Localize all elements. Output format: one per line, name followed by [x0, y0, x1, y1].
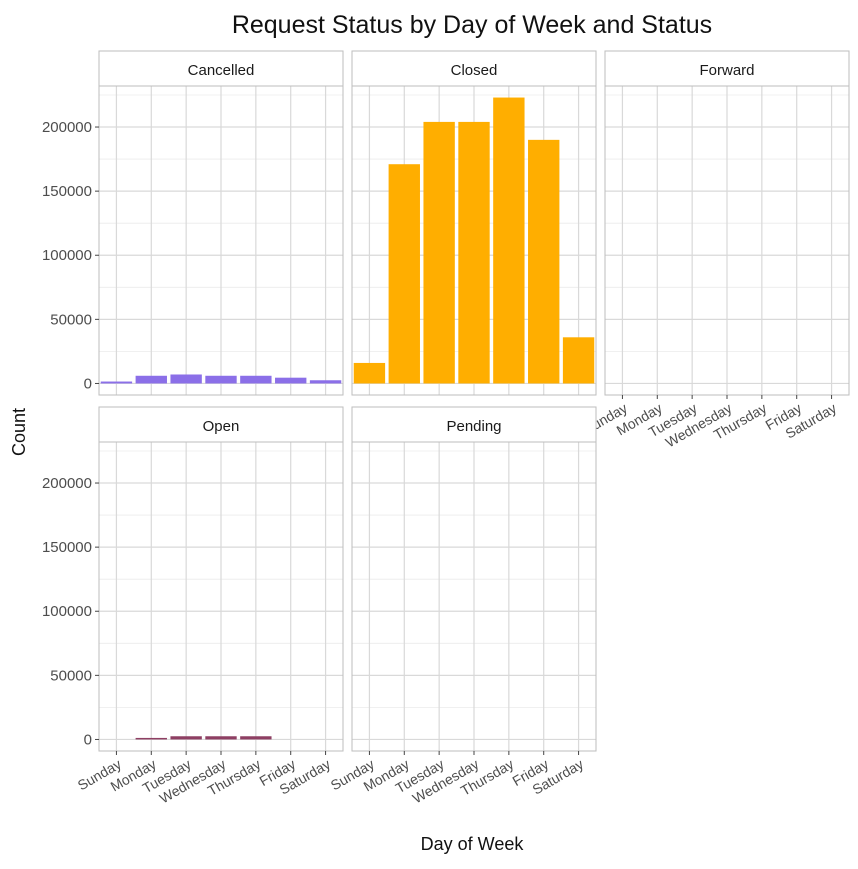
bar-closed-monday: [388, 164, 420, 384]
y-tick-label: 200000: [42, 119, 92, 136]
bar-cancelled-saturday: [309, 380, 342, 384]
chart-title: Request Status by Day of Week and Status: [232, 11, 712, 39]
bar-closed-sunday: [353, 362, 386, 384]
bar-open-monday: [135, 737, 167, 740]
bar-cancelled-tuesday: [170, 374, 202, 384]
bar-cancelled-sunday: [100, 381, 133, 384]
y-tick-label: 100000: [42, 247, 92, 264]
facet-strip: [98, 406, 344, 443]
y-axis-label: Count: [9, 408, 29, 456]
facet-strip: [604, 50, 850, 87]
panel-border: [98, 85, 344, 396]
bar-cancelled-thursday: [240, 375, 272, 384]
bar-cancelled-friday: [275, 377, 307, 384]
facet-strip-label: Forward: [699, 62, 754, 79]
bar-open-wednesday: [205, 736, 237, 740]
y-tick-label: 50000: [50, 667, 92, 684]
x-axis-label: Day of Week: [421, 834, 525, 854]
bar-closed-thursday: [493, 97, 525, 384]
y-tick-label: 0: [84, 731, 92, 748]
facet-panels: Cancelled 0 50000 100000 150000 200000 Closed F…: [42, 50, 850, 806]
bar-closed-saturday: [562, 337, 595, 384]
facet-strip-label: Open: [203, 418, 240, 435]
facet-strip-label: Pending: [446, 418, 501, 435]
facet-strip: [98, 50, 344, 87]
bar-open-tuesday: [170, 736, 202, 740]
y-tick-label: 100000: [42, 603, 92, 620]
panel-border: [351, 85, 597, 396]
facet-strip: [351, 50, 597, 87]
bar-closed-friday: [528, 139, 560, 384]
facet-strip-label: Cancelled: [188, 62, 255, 79]
bar-cancelled-monday: [135, 375, 167, 384]
y-tick-label: 200000: [42, 475, 92, 492]
y-tick-label: 0: [84, 375, 92, 392]
bar-cancelled-wednesday: [205, 375, 237, 384]
facet-strip-label: Closed: [451, 62, 498, 79]
y-tick-label: 150000: [42, 539, 92, 556]
bar-closed-wednesday: [458, 121, 490, 384]
bar-closed-tuesday: [423, 121, 455, 384]
y-tick-label: 150000: [42, 183, 92, 200]
bar-open-thursday: [240, 736, 272, 740]
y-tick-label: 50000: [50, 311, 92, 328]
